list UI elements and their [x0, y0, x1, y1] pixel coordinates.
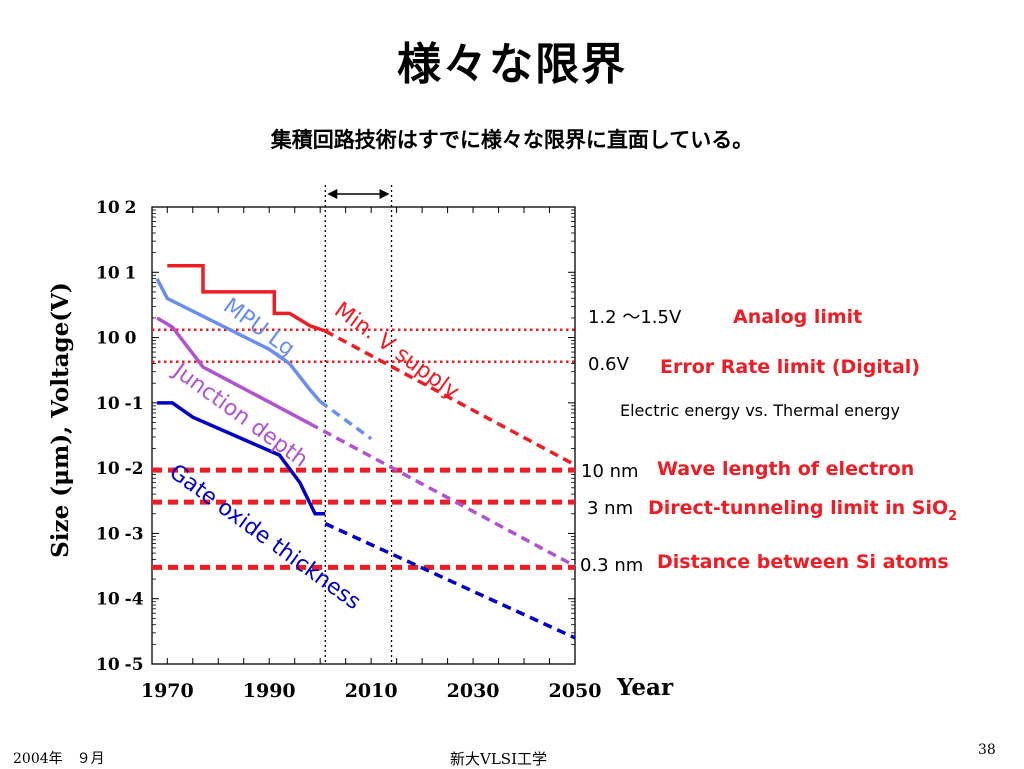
limit-value-label: 0.3 nm	[580, 555, 643, 576]
series-label: Gate oxide thickness	[164, 460, 365, 615]
y-tick-label: 10 1	[96, 263, 137, 283]
series-line	[157, 401, 326, 516]
series-projection	[309, 422, 576, 568]
x-tick-label: 2050	[549, 680, 602, 702]
y-axis-label: Size (μm), Voltage(V)	[47, 282, 74, 558]
y-tick-label: 10 -1	[96, 394, 144, 414]
series-line	[155, 277, 322, 403]
y-tick-label: 10 -3	[96, 524, 144, 544]
plot-frame	[151, 206, 576, 665]
x-tick-label: 2030	[447, 680, 500, 702]
limit-value-label: 10 nm	[581, 461, 639, 482]
range-arrow-head-right	[379, 189, 390, 199]
limit-note-label: Electric energy vs. Thermal energy	[620, 401, 900, 420]
series-label: MPU Lg	[218, 294, 299, 362]
x-axis-label: Year	[616, 674, 674, 701]
y-tick-label: 10 2	[96, 198, 137, 218]
slide-title: 様々な限界	[397, 39, 627, 90]
page-number: 38	[978, 742, 996, 758]
series-line	[167, 264, 326, 333]
series-line	[156, 316, 311, 426]
range-arrow-head-left	[327, 189, 338, 199]
limit-value-label: 0.6V	[588, 354, 630, 375]
y-tick-label: 10 -5	[96, 655, 144, 675]
y-tick-label: 10 0	[96, 329, 137, 349]
y-tick-label: 10 -2	[96, 459, 144, 479]
limit-name-label: Error Rate limit (Digital)	[660, 356, 920, 378]
series-projection	[324, 329, 576, 467]
y-tick-label: 10 -4	[96, 590, 144, 610]
series-projection	[319, 400, 373, 441]
x-tick-label: 2010	[345, 680, 398, 702]
limit-name-label: Distance between Si atoms	[657, 551, 949, 573]
limit-value-label: 3 nm	[587, 498, 633, 519]
footer-date: 2004年 ９月	[13, 751, 105, 767]
series-label: Min. V supply	[329, 298, 463, 405]
slide-subtitle: 集積回路技術はすでに様々な限界に直面している。	[270, 128, 754, 152]
x-tick-label: 1970	[141, 680, 194, 702]
limit-name-label: Wave length of electron	[657, 458, 914, 480]
footer-course: 新大VLSI工学	[450, 750, 547, 768]
limit-name-label: Analog limit	[733, 306, 862, 328]
x-tick-label: 1990	[243, 680, 296, 702]
series-projection	[324, 522, 576, 640]
limit-name-label: Direct-tunneling limit in SiO2	[648, 497, 957, 524]
limit-value-label: 1.2 〜1.5V	[588, 307, 682, 328]
